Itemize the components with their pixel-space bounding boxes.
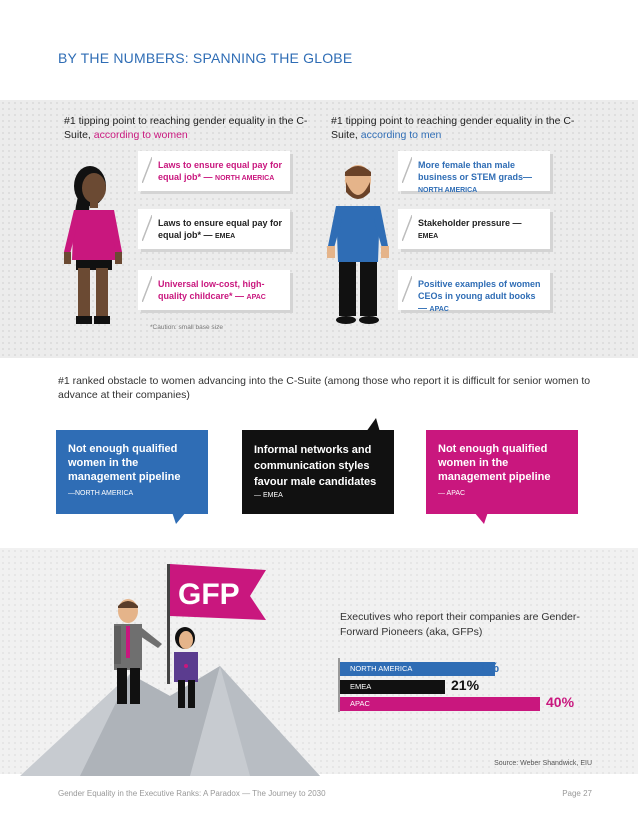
men-tipping-heading: #1 tipping point to reaching gender equa… [331,114,581,142]
footer-document-title: Gender Equality in the Executive Ranks: … [58,789,326,798]
speech-tail-icon [172,512,186,524]
obstacle-bubble-north-america: Not enough qualified women in the manage… [56,430,208,514]
men-card-text: Stakeholder pressure — [418,218,522,228]
region-label: — APAC [438,490,466,497]
man-figure-illustration [327,165,389,324]
region-label: NORTH AMERICA [215,175,275,182]
speech-tail-icon [366,418,380,432]
bar-value-label: 40% [546,694,575,710]
obstacle-bubble-emea: Informal networks and communication styl… [242,430,394,514]
men-card-text: More female than male business or STEM g… [418,160,533,182]
region-label: — EMEA [254,492,283,499]
men-card-emea: Stakeholder pressure — EMEA [398,209,550,249]
bubble-text: Not enough qualified women in the manage… [438,443,551,483]
women-card-text: Laws to ensure equal pay for equal job* … [158,160,283,182]
bar-category-label: APAC [350,699,370,708]
page-number: Page 27 [562,789,592,798]
women-tipping-heading-accent: according to women [93,129,188,141]
women-card-emea: Laws to ensure equal pay for equal job* … [138,209,290,249]
gfp-flag-text: GFP [178,578,240,611]
source-note: Source: Weber Shandwick, EIU [494,760,592,767]
women-tipping-heading: #1 tipping point to reaching gender equa… [64,114,314,142]
men-card-apac: Positive examples of women CEOs in young… [398,270,550,313]
gfp-chart-heading: Executives who report their companies ar… [340,611,580,638]
page-title: BY THE NUMBERS: SPANNING THE GLOBE [58,50,353,66]
women-card-text: Laws to ensure equal pay for equal job* … [158,218,283,240]
women-card-apac: Universal low-cost, high-quality childca… [138,270,290,310]
men-tipping-heading-accent: according to men [360,129,442,141]
gfp-mountain-illustration: GFP [20,564,320,776]
bar-axis-line [338,658,340,712]
region-label: APAC [429,306,449,313]
women-card-text: Universal low-cost, high-quality childca… [158,279,265,301]
bar-apac: APAC [340,697,540,711]
bubble-text: Informal networks and communication styl… [254,444,377,488]
bar-emea: EMEA [340,680,445,694]
region-label: EMEA [215,233,236,240]
bar-north-america: NORTH AMERICA [340,662,495,676]
bar-category-label: EMEA [350,682,372,691]
bubble-text: Not enough qualified women in the manage… [68,443,181,483]
women-card-north-america: Laws to ensure equal pay for equal job* … [138,151,290,191]
region-label: —NORTH AMERICA [68,490,134,497]
region-label: EMEA [418,233,439,240]
bar-category-label: NORTH AMERICA [350,664,413,673]
region-label: NORTH AMERICA [418,187,478,194]
speech-tail-icon [474,512,488,524]
men-card-text: Positive examples of women CEOs in young… [418,279,541,313]
obstacle-bubble-apac: Not enough qualified women in the manage… [426,430,578,514]
caution-note: *Caution: small base size [150,324,223,331]
women-tipping-heading-text: #1 tipping point to reaching gender equa… [64,115,308,141]
men-tipping-heading-text: #1 tipping point to reaching gender equa… [331,115,575,141]
obstacle-heading: #1 ranked obstacle to women advancing in… [58,375,591,401]
bar-value-label: 21% [451,677,480,693]
men-card-north-america: More female than male business or STEM g… [398,151,550,194]
bar-value-label: 31% [471,659,500,675]
region-label: APAC [246,294,266,301]
woman-figure-illustration [64,166,122,324]
